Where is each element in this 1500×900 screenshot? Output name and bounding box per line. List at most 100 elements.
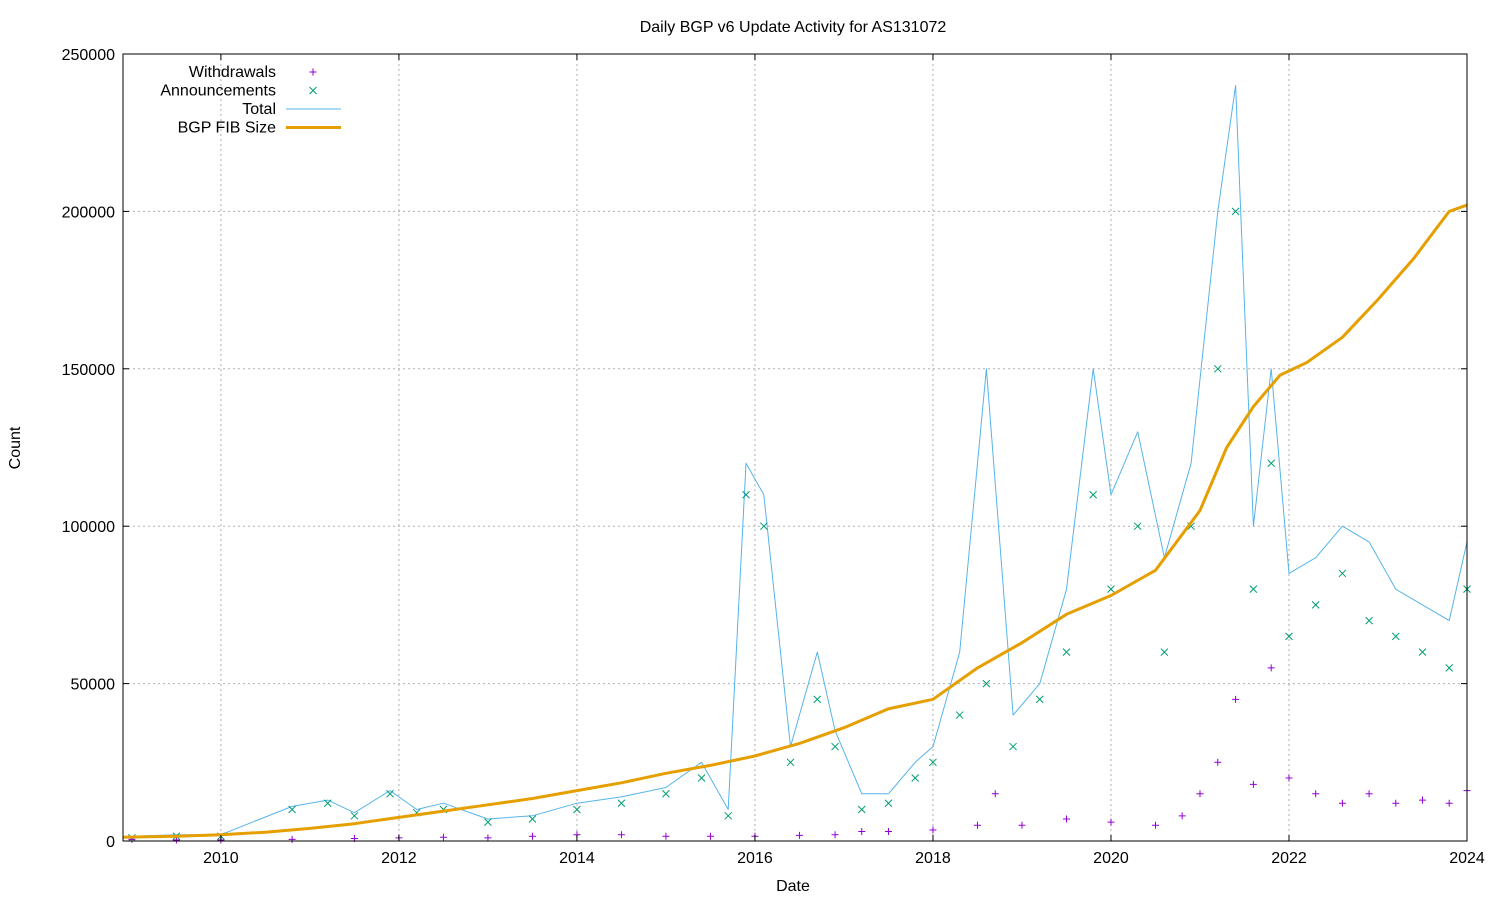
x-tick-label: 2024 <box>1449 850 1485 867</box>
point-withdrawals <box>528 832 536 840</box>
legend-item-total: Total <box>242 101 341 118</box>
point-withdrawals <box>1232 695 1240 703</box>
point-withdrawals <box>706 832 714 840</box>
point-withdrawals <box>1018 821 1026 829</box>
point-withdrawals <box>1178 812 1186 820</box>
y-tick-label: 250000 <box>62 47 115 64</box>
point-announcements <box>884 799 893 808</box>
point-withdrawals <box>1445 799 1453 807</box>
point-announcements <box>1107 585 1115 594</box>
point-announcements <box>857 805 866 814</box>
point-announcements <box>831 742 839 751</box>
y-axis-label: Count <box>7 426 24 469</box>
x-tick-label: 2010 <box>203 850 239 867</box>
point-announcements <box>1089 490 1098 499</box>
legend-item-bgp-fib-size: BGP FIB Size <box>178 120 341 137</box>
series-announcements <box>128 207 1471 842</box>
point-announcements <box>1338 569 1347 578</box>
point-announcements <box>1311 601 1320 609</box>
x-tick-label: 2018 <box>915 850 951 867</box>
x-tick-label: 2016 <box>737 850 773 867</box>
point-announcements <box>528 815 537 823</box>
x-tick-label: 2012 <box>381 850 417 867</box>
axes-layer: 0 50000 100000 150000 200000 250000 2010 2012 20… <box>62 47 1485 867</box>
point-announcements <box>1062 648 1071 656</box>
point-announcements <box>929 758 937 767</box>
point-announcements <box>1231 207 1240 216</box>
series-bgp-fib-size <box>122 203 1468 839</box>
point-announcements <box>1213 364 1222 373</box>
legend-label: Total <box>242 101 276 118</box>
point-withdrawals <box>1365 790 1373 798</box>
point-announcements <box>1365 616 1373 625</box>
legend-swatch <box>309 68 317 76</box>
point-withdrawals <box>1285 774 1293 782</box>
legend-label: BGP FIB Size <box>178 120 277 137</box>
legend-label: Announcements <box>160 83 276 100</box>
x-tick-label: 2014 <box>559 850 595 867</box>
point-withdrawals <box>439 833 447 841</box>
point-announcements <box>617 799 626 808</box>
series-layer <box>122 85 1471 844</box>
point-announcements <box>1285 632 1293 641</box>
legend-item-announcements: Announcements <box>160 83 317 100</box>
point-announcements <box>573 805 581 814</box>
point-withdrawals <box>1338 799 1346 807</box>
series-total <box>131 85 1468 837</box>
point-withdrawals <box>617 831 625 839</box>
point-announcements <box>1009 742 1017 751</box>
point-withdrawals <box>662 832 670 840</box>
y-tick-label: 0 <box>106 834 115 851</box>
point-withdrawals <box>288 835 296 843</box>
point-announcements <box>955 711 964 719</box>
point-withdrawals <box>884 828 892 836</box>
point-announcements <box>813 695 822 704</box>
point-withdrawals <box>484 834 492 842</box>
point-announcements <box>759 522 768 531</box>
y-tick-label: 150000 <box>62 362 115 379</box>
series-line-bgp-fib-size <box>122 203 1468 839</box>
point-announcements <box>1418 648 1427 656</box>
point-announcements <box>323 799 332 808</box>
point-announcements <box>1160 648 1169 656</box>
legend-label: Withdrawals <box>189 64 276 81</box>
point-announcements <box>1391 632 1400 641</box>
point-announcements <box>724 811 733 820</box>
point-withdrawals <box>1107 818 1115 826</box>
point-announcements <box>742 490 750 499</box>
x-tick-label: 2020 <box>1093 850 1129 867</box>
point-announcements <box>484 818 492 826</box>
y-tick-label: 200000 <box>62 204 115 221</box>
point-announcements <box>386 789 394 798</box>
x-axis-label: Date <box>776 878 810 895</box>
point-withdrawals <box>991 790 999 798</box>
point-announcements <box>911 774 920 782</box>
legend-item-withdrawals: Withdrawals <box>189 64 317 81</box>
point-withdrawals <box>1151 821 1159 829</box>
point-announcements <box>350 811 359 820</box>
x-tick-label: 2022 <box>1271 850 1307 867</box>
point-withdrawals <box>1214 758 1222 766</box>
point-withdrawals <box>1267 664 1275 672</box>
point-announcements <box>786 758 795 767</box>
point-announcements <box>1035 695 1044 704</box>
point-withdrawals <box>1392 799 1400 807</box>
point-withdrawals <box>1062 815 1070 823</box>
point-announcements <box>1133 522 1142 531</box>
point-withdrawals <box>795 831 803 839</box>
y-tick-label: 50000 <box>71 677 116 694</box>
point-withdrawals <box>831 831 839 839</box>
chart-title: Daily BGP v6 Update Activity for AS13107… <box>640 19 947 36</box>
series-withdrawals <box>128 664 1471 844</box>
point-announcements <box>697 774 706 782</box>
series-line-total <box>131 85 1468 837</box>
y-tick-label: 100000 <box>62 519 115 536</box>
point-withdrawals <box>858 828 866 836</box>
point-withdrawals <box>1249 780 1257 788</box>
point-announcements <box>1267 459 1276 468</box>
point-announcements <box>1249 585 1258 594</box>
point-announcements <box>288 805 296 814</box>
